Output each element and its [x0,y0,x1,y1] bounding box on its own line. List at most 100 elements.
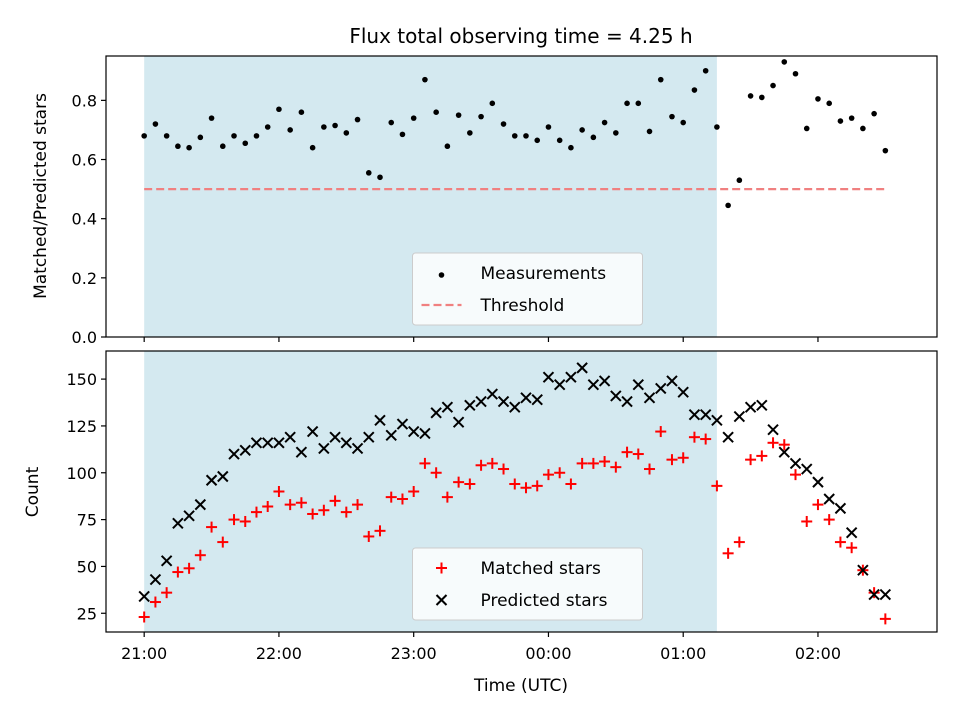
bottom-y-tick-label: 25 [77,604,97,623]
x-b [744,401,757,413]
measurement-point [309,144,316,151]
matched-star-point [441,491,453,503]
measurement-point [568,144,574,151]
measurement-point [657,76,664,83]
measurement-point [534,137,541,144]
predicted-star-point [756,399,768,412]
matched-star-point [206,521,218,533]
x-b [205,474,218,486]
legend-box [412,547,643,621]
predicted-star-point [172,517,184,530]
bottom-y-tick-label: 100 [66,464,97,483]
measurement-point [871,110,877,117]
predicted-star-point [396,418,409,430]
matched-star-point [700,433,712,445]
matched-star-point [655,426,667,438]
matched-star-point [284,499,296,511]
matched-star-point [801,515,813,527]
x-b [396,418,409,430]
measurement-point [444,143,451,150]
matched-star-point [722,547,734,559]
predicted-star-point [778,446,790,458]
x-b [149,573,162,586]
measurement-point [579,127,585,133]
matched-star-point [239,515,251,527]
measurement-point [624,100,630,107]
x-b [262,437,274,449]
matched-star-point [430,467,442,479]
predicted-star-point [553,379,566,391]
x-b [733,410,746,423]
legend-label: Predicted stars [481,591,608,611]
matched-star-point [149,596,161,608]
predicted-star-point [834,502,847,515]
matched-star-point [374,525,386,537]
x-b [565,371,577,383]
x-b [655,382,667,395]
bottom-plot-area: 25 50 75 100 125 150 21:00 22:00 23:00 00:00 01:00… [66,350,938,663]
matched-star-point [352,499,364,511]
legend-label: Threshold [480,296,565,316]
predicted-star-point [329,431,341,443]
predicted-star-point [857,564,869,576]
predicted-star-point [149,573,162,586]
predicted-star-point [273,437,285,449]
x-b [239,444,251,456]
measurement-point [152,121,159,127]
bottom-axes-frame [105,350,938,633]
matched-star-point [295,497,307,509]
predicted-star-point [868,588,880,601]
top-y-tick-label: 0.4 [72,210,97,229]
x-b [520,392,532,404]
measurement-point [321,124,327,130]
predicted-star-point [464,399,476,412]
measurement-point [186,144,192,151]
x-b [778,446,790,458]
x-b [329,431,341,443]
matched-star-point [666,454,678,466]
x-tick-label: 23:00 [391,644,437,663]
measurement-point [422,76,428,83]
measurement-point [433,109,439,115]
predicted-star-point [845,527,858,539]
predicted-star-point [228,448,240,460]
matched-star-point [486,457,498,469]
predicted-star-point [284,431,296,443]
predicted-star-point [610,390,622,402]
measurement-point [601,119,608,126]
x-tick-label: 21:00 [121,644,167,663]
x-b [306,425,319,438]
x-b [531,393,543,406]
predicted-star-point [160,555,173,567]
measurement-point [815,96,821,102]
x-b [464,399,476,412]
predicted-star-point [520,392,532,404]
x-b [194,498,207,511]
x-b [183,510,195,522]
bottom-panel: 25 50 75 100 125 150 21:00 22:00 23:00 00:00 01:00… [23,350,938,696]
matched-star-point [632,448,644,460]
measurement-point [365,170,372,176]
predicted-star-point [363,431,375,443]
predicted-star-point [497,395,510,408]
x-b [430,407,442,419]
predicted-star-point [643,392,656,404]
measurement-point [556,137,563,144]
matched-star-point [733,536,745,548]
x-b [598,375,611,387]
matched-star-point [419,457,431,469]
predicted-star-point [699,408,712,421]
x-b [767,423,779,436]
predicted-star-point [722,431,734,443]
measurement-point [736,177,743,184]
x-b [610,390,622,402]
top-panel: Flux total observing time = 4.25 h 0.00.… [31,24,938,347]
matched-star-point [812,499,824,511]
matched-star-point [767,437,779,449]
predicted-star-point [262,437,274,449]
x-b [273,437,285,449]
matched-star-point [587,457,599,469]
x-b [318,442,330,455]
top-y-tick-label: 0.6 [72,151,97,170]
predicted-star-point [509,401,521,413]
